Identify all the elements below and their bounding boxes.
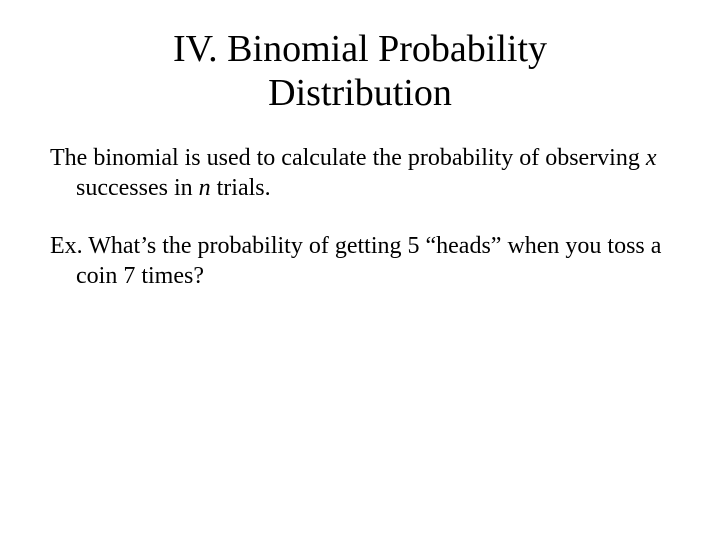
def-text-mid: successes in [76, 175, 199, 201]
var-n: n [199, 175, 211, 201]
slide: IV. Binomial Probability Distribution Th… [0, 0, 720, 540]
paragraph-definition-line: The binomial is used to calculate the pr… [50, 143, 670, 203]
def-text-pre: The binomial is used to calculate the pr… [50, 145, 646, 171]
def-text-post: trials. [211, 175, 271, 201]
example-text: Ex. What’s the probability of getting 5 … [50, 231, 670, 291]
title-line-2: Distribution [268, 72, 452, 114]
var-x: x [646, 145, 657, 171]
paragraph-example: Ex. What’s the probability of getting 5 … [50, 231, 670, 291]
slide-title: IV. Binomial Probability Distribution [50, 28, 670, 115]
title-line-1: IV. Binomial Probability [173, 28, 547, 70]
paragraph-definition: The binomial is used to calculate the pr… [50, 143, 670, 203]
